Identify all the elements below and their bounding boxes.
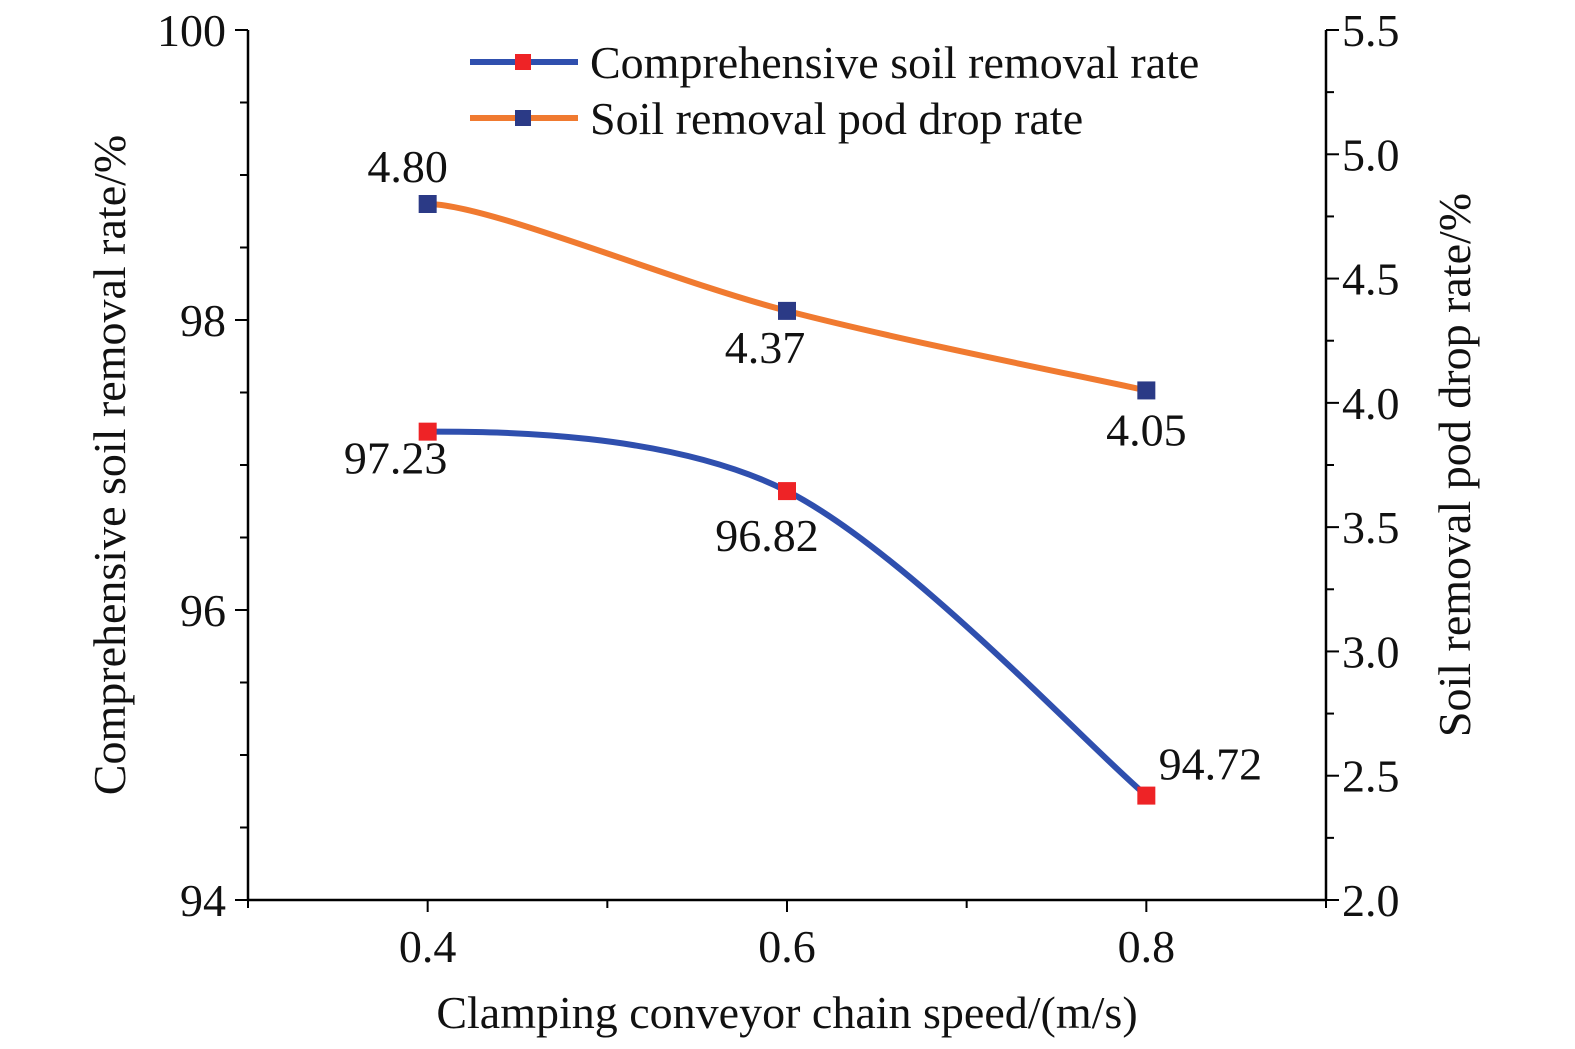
- y-axis-left-label: Comprehensive soil removal rate/%: [84, 135, 135, 795]
- y-left-tick-label: 100: [157, 5, 226, 56]
- legend-label-removal-rate: Comprehensive soil removal rate: [590, 37, 1199, 88]
- y-right-tick-label: 3.5: [1342, 502, 1400, 553]
- data-label-pod-drop: 4.05: [1106, 404, 1187, 455]
- x-axis-label: Clamping conveyor chain speed/(m/s): [436, 987, 1137, 1038]
- legend-label-pod-drop: Soil removal pod drop rate: [590, 93, 1083, 144]
- y-axis-right-label: Soil removal pod drop rate/%: [1429, 193, 1480, 737]
- y-left-tick-label: 96: [180, 585, 226, 636]
- data-point-removal-rate: [418, 422, 437, 441]
- legend: Comprehensive soil removal rate Soil rem…: [470, 37, 1199, 144]
- series-layer: [418, 195, 1156, 805]
- y-right-tick-label: 5.0: [1342, 129, 1400, 180]
- tick-labels: 0.4 0.6 0.8 94 96 98 100 2.0 2.5 3.0 3.5 4.0 4.5 5.0 5…: [157, 5, 1400, 972]
- legend-marker-pod-drop: [515, 110, 531, 126]
- y-right-tick-label: 2.0: [1342, 875, 1400, 926]
- data-label-removal-rate: 94.72: [1159, 739, 1263, 790]
- x-tick-label: 0.6: [758, 921, 816, 972]
- data-point-pod-drop: [778, 301, 796, 320]
- y-left-tick-label: 98: [180, 295, 226, 346]
- data-label-pod-drop: 4.80: [367, 141, 448, 192]
- data-point-removal-rate: [778, 482, 796, 501]
- legend-marker-removal-rate: [515, 54, 531, 70]
- y-right-tick-label: 3.0: [1342, 626, 1400, 677]
- data-point-pod-drop: [1137, 381, 1156, 400]
- data-point-pod-drop: [418, 195, 437, 213]
- data-label-removal-rate: 96.82: [715, 510, 819, 561]
- data-point-removal-rate: [1137, 786, 1156, 805]
- y-left-tick-label: 94: [180, 875, 226, 926]
- data-labels: 97.23 96.82 94.72 4.80 4.37 4.05: [344, 141, 1262, 790]
- x-tick-label: 0.8: [1118, 921, 1176, 972]
- y-right-tick-label: 2.5: [1342, 751, 1400, 802]
- x-tick-label: 0.4: [399, 921, 457, 972]
- data-label-pod-drop: 4.37: [725, 322, 806, 373]
- y-right-tick-label: 4.0: [1342, 378, 1400, 429]
- y-right-tick-label: 4.5: [1342, 254, 1400, 305]
- y-right-tick-label: 5.5: [1342, 5, 1400, 56]
- data-label-removal-rate: 97.23: [344, 433, 448, 484]
- ticks: [235, 29, 1339, 912]
